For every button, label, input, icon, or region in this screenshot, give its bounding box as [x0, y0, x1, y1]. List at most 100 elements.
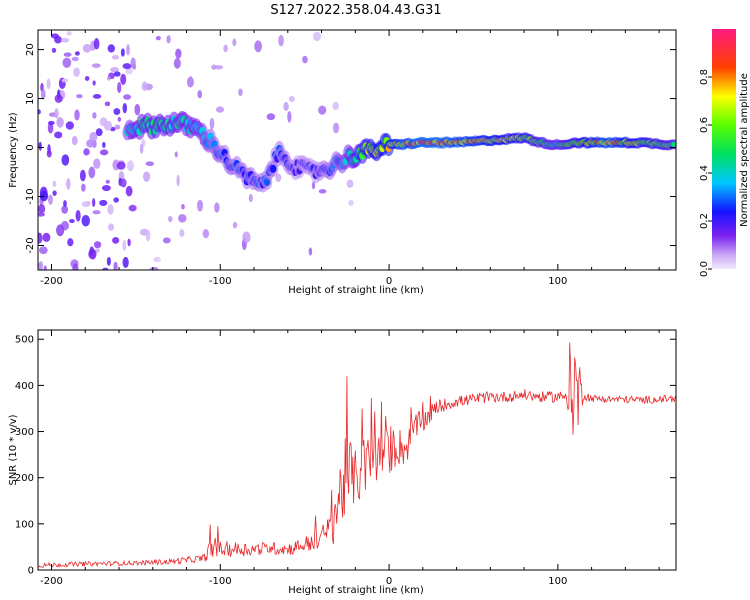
spectrogram-noise-blob — [117, 82, 122, 94]
snr-panel: -200 -100 0 100 0 100 200 300 400 500 Height of s… — [8, 329, 677, 596]
spectrogram-y-tick-label: -20 — [25, 237, 36, 253]
spectrogram-noise-blob — [223, 44, 228, 53]
spectrogram-noise-blob — [74, 109, 80, 121]
spectrogram-noise-blob — [238, 88, 243, 97]
spectrogram-noise-blob — [134, 103, 141, 116]
colorbar-tick-label: 0.6 — [699, 117, 710, 133]
spectrogram-noise-blob — [51, 47, 57, 53]
spectrogram-noise-blob — [176, 174, 180, 187]
snr-y-tick-label: 200 — [15, 473, 34, 484]
spectrogram-ridge-blob — [671, 141, 676, 147]
spectrogram-noise-blob — [63, 200, 67, 207]
spectrogram-noise-blob — [308, 247, 313, 256]
spectrogram-noise-blob — [43, 265, 47, 270]
spectrogram-noise-blob — [67, 238, 74, 247]
colorbar-tick-label: 0.0 — [699, 261, 710, 277]
colorbar-tick-label: 0.8 — [699, 69, 710, 85]
spectrogram-noise-blob — [130, 57, 136, 69]
spectrogram-noise-blob — [104, 101, 111, 107]
spectrogram-noise-blob — [145, 161, 155, 167]
spectrogram-noise-blob — [332, 101, 339, 111]
spectrogram-noise-blob — [61, 78, 69, 83]
spectrogram-noise-blob — [54, 131, 63, 139]
spectrogram-noise-blob — [83, 148, 90, 156]
spectrogram-noise-blob — [287, 110, 292, 123]
spectrogram-noise-blob — [61, 205, 69, 214]
spectrogram-noise-blob — [110, 66, 119, 73]
spectrogram-noise-blob — [73, 67, 80, 78]
spectrogram-noise-blob — [38, 141, 42, 151]
colorbar-gradient — [712, 29, 736, 269]
spectrogram-noise-blob — [126, 160, 134, 172]
spectrogram-y-tick-label: -10 — [25, 188, 36, 204]
spectrogram-noise-blob — [92, 80, 96, 86]
spectrogram-noise-blob — [89, 131, 98, 142]
spectrogram-noise-blob — [38, 204, 46, 214]
spectrogram-noise-blob — [113, 108, 121, 115]
spectrogram-noise-blob — [39, 246, 48, 255]
spectrogram-noise-blob — [81, 214, 90, 227]
spectrogram-noise-blob — [117, 116, 122, 122]
spectrogram-noise-blob — [56, 117, 64, 128]
colorbar-label: Normalized spectral amplitude — [739, 73, 750, 227]
spectrogram-noise-blob — [333, 122, 340, 134]
spectrogram-noise-blob — [196, 199, 204, 212]
spectrogram-noise-blob — [76, 94, 83, 99]
spectrogram-x-tick-label: 0 — [386, 276, 392, 287]
snr-y-tick-label: 100 — [15, 519, 34, 530]
spectrogram-noise-blob — [179, 229, 185, 237]
spectrogram-noise-blob — [46, 149, 52, 158]
spectrogram-noise-blob — [38, 212, 45, 217]
spectrogram-noise-blob — [167, 215, 173, 223]
spectrogram-noise-blob — [145, 229, 151, 242]
spectrogram-noise-blob — [56, 224, 65, 237]
snr-y-axis-label: SNR (10 * v/v) — [8, 414, 19, 485]
spectrogram-noise-blob — [113, 261, 118, 270]
spectrogram-noise-blob — [311, 181, 316, 190]
spectrogram-noise-blob — [122, 256, 129, 269]
spectrogram-noise-blob — [175, 48, 182, 59]
spectrogram-y-tick-label: 20 — [25, 43, 36, 56]
snr-x-axis-label: Height of straight line (km) — [288, 585, 424, 596]
spectrogram-noise-blob — [91, 63, 101, 68]
spectrogram-noise-blob — [141, 81, 148, 92]
spectrogram-noise-blob — [120, 48, 125, 57]
spectrogram-noise-blob — [211, 64, 217, 70]
spectrogram-noise-blob — [116, 161, 126, 170]
spectrogram-noise-blob — [214, 202, 220, 213]
snr-x-tick-label: 0 — [386, 576, 392, 587]
spectrogram-noise-blob — [50, 33, 59, 39]
spectrogram-noise-blob — [254, 40, 263, 53]
colorbar-tick-label: 0.4 — [699, 165, 710, 181]
spectrogram-noise-blob — [48, 194, 53, 205]
spectrogram-noise-blob — [68, 218, 75, 224]
spectrogram-noise-blob — [52, 190, 57, 196]
spectrogram-noise-blob — [60, 37, 70, 43]
spectrogram-noise-blob — [95, 248, 100, 253]
spectrogram-noise-blob — [88, 248, 97, 260]
spectrogram-noise-blob — [47, 120, 55, 125]
spectrogram-noise-blob — [107, 76, 111, 81]
spectrogram-noise-blob — [54, 94, 63, 103]
spectrogram-noise-blob — [82, 44, 92, 53]
spectrogram-noise-blob — [112, 236, 120, 244]
spectrogram-noise-blob — [139, 143, 144, 154]
spectrogram-noise-blob — [107, 204, 114, 215]
snr-x-tick-label: -100 — [209, 576, 232, 587]
snr-y-tick-label: 0 — [28, 566, 34, 577]
spectrogram-noise-blob — [188, 75, 193, 88]
spectrogram-noise-blob — [54, 108, 59, 119]
spectrogram-y-tick-label: 10 — [25, 92, 36, 105]
spectrogram-noise-blob — [266, 113, 276, 121]
spectrogram-noise-blob — [242, 231, 251, 243]
spectrogram-noise-blob — [162, 237, 171, 244]
spectrogram-noise-blob — [102, 141, 106, 149]
spectrogram-noise-blob — [278, 34, 284, 47]
colorbar: 0.0 0.2 0.4 0.6 0.8 Normalized spectral ampl… — [699, 29, 750, 277]
spectrogram-noise-blob — [107, 44, 116, 53]
spectrogram-noise-blob — [214, 65, 224, 70]
spectrogram-noise-blob — [128, 204, 137, 212]
spectrogram-noise-blob — [302, 55, 308, 64]
